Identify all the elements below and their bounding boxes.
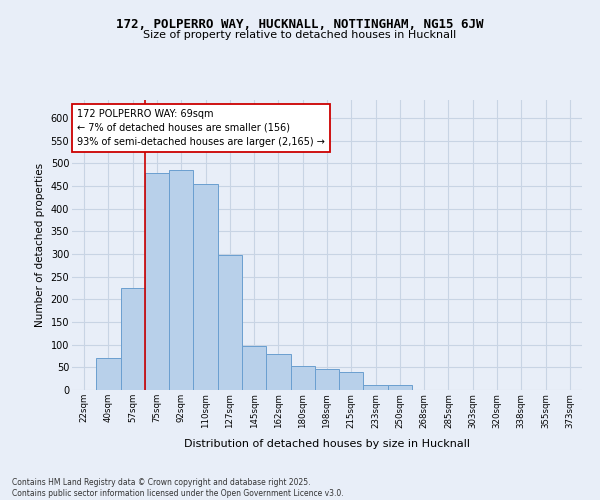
Bar — [218, 255, 242, 390]
Bar — [364, 384, 388, 390]
Text: 172, POLPERRO WAY, HUCKNALL, NOTTINGHAM, NG15 6JW: 172, POLPERRO WAY, HUCKNALL, NOTTINGHAM,… — [116, 18, 484, 30]
Bar — [266, 354, 290, 390]
Text: Contains HM Land Registry data © Crown copyright and database right 2025.
Contai: Contains HM Land Registry data © Crown c… — [12, 478, 344, 498]
X-axis label: Distribution of detached houses by size in Hucknall: Distribution of detached houses by size … — [184, 439, 470, 449]
Bar — [145, 172, 169, 390]
Bar — [339, 372, 364, 390]
Bar — [121, 288, 145, 390]
Bar — [169, 170, 193, 390]
Bar — [193, 184, 218, 390]
Y-axis label: Number of detached properties: Number of detached properties — [35, 163, 45, 327]
Text: 172 POLPERRO WAY: 69sqm
← 7% of detached houses are smaller (156)
93% of semi-de: 172 POLPERRO WAY: 69sqm ← 7% of detached… — [77, 108, 325, 146]
Bar — [315, 368, 339, 390]
Bar — [242, 346, 266, 390]
Bar — [96, 358, 121, 390]
Bar — [388, 384, 412, 390]
Bar — [290, 366, 315, 390]
Text: Size of property relative to detached houses in Hucknall: Size of property relative to detached ho… — [143, 30, 457, 40]
